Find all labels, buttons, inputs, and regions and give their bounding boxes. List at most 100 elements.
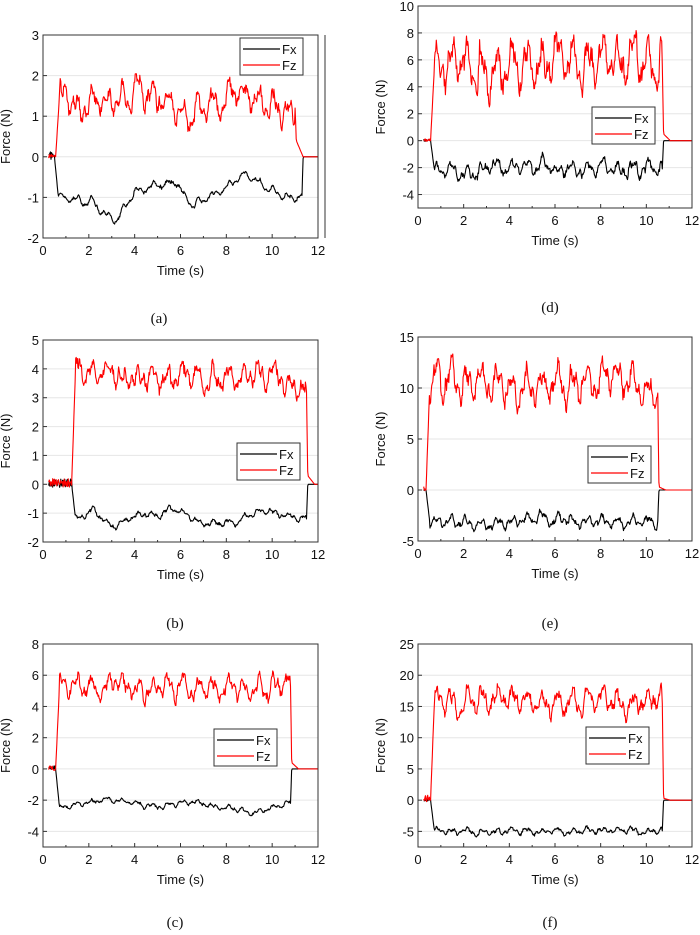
legend-label-fx: Fx: [279, 447, 294, 462]
y-tick-label: 5: [407, 432, 414, 447]
y-axis-title: Force (N): [0, 109, 13, 164]
y-tick-label: 0: [32, 477, 39, 492]
x-tick-label: 4: [506, 213, 513, 228]
y-tick-label: 3: [32, 28, 39, 43]
y-tick-label: 1: [32, 109, 39, 124]
x-tick-label: 10: [639, 546, 653, 561]
x-tick-label: 4: [131, 243, 138, 258]
x-tick-label: 0: [39, 852, 46, 867]
series-line-fx: [48, 478, 318, 531]
panel-caption: (b): [166, 616, 184, 632]
y-tick-label: -2: [27, 231, 39, 246]
y-tick-label: 0: [407, 483, 414, 498]
y-tick-label: 2: [407, 107, 414, 122]
x-tick-label: 0: [39, 243, 46, 258]
y-tick-label: 2: [32, 731, 39, 746]
x-axis-title: Time (s): [157, 872, 204, 887]
x-tick-label: 8: [597, 213, 604, 228]
y-tick-label: 2: [32, 69, 39, 84]
series-line-fz: [423, 353, 692, 491]
series-line-fz: [48, 73, 318, 159]
x-tick-label: 6: [551, 546, 558, 561]
y-tick-label: 0: [32, 762, 39, 777]
y-tick-label: -2: [402, 161, 414, 176]
y-tick-label: 6: [32, 668, 39, 683]
legend-label-fx: Fx: [282, 42, 297, 57]
x-tick-label: 12: [311, 852, 325, 867]
x-tick-label: 12: [685, 213, 699, 228]
y-tick-label: 4: [32, 362, 39, 377]
panel-caption: (d): [541, 300, 559, 316]
x-tick-label: 4: [131, 547, 138, 562]
x-axis-title: Time (s): [531, 233, 578, 248]
x-axis-title: Time (s): [157, 567, 204, 582]
panel-caption: (f): [543, 915, 558, 931]
legend-label-fz: Fz: [256, 749, 270, 764]
y-tick-label: 20: [400, 668, 414, 683]
x-tick-label: 6: [551, 852, 558, 867]
x-axis-title: Time (s): [157, 263, 204, 278]
series-line-fx: [48, 151, 318, 225]
y-axis-title: Force (N): [373, 718, 388, 773]
x-tick-label: 0: [414, 213, 421, 228]
y-tick-label: 5: [407, 762, 414, 777]
x-tick-label: 10: [639, 852, 653, 867]
legend-label-fx: Fx: [630, 450, 645, 465]
legend-box: [587, 445, 652, 484]
x-tick-label: 4: [506, 852, 513, 867]
plot-frame: [417, 643, 693, 848]
legend-label-fz: Fz: [630, 466, 644, 481]
x-tick-label: 8: [597, 852, 604, 867]
x-tick-label: 12: [311, 243, 325, 258]
series-line-fz: [423, 29, 692, 142]
y-tick-label: 4: [407, 80, 414, 95]
x-axis-title: Time (s): [531, 872, 578, 887]
series-line-fz: [48, 356, 318, 488]
y-tick-label: 0: [32, 150, 39, 165]
legend-label-fx: Fx: [634, 111, 649, 126]
x-tick-label: 10: [265, 243, 279, 258]
x-tick-label: 10: [265, 852, 279, 867]
x-tick-label: 12: [311, 547, 325, 562]
y-tick-label: -2: [27, 535, 39, 550]
y-tick-label: 4: [32, 699, 39, 714]
legend-box: [585, 726, 650, 765]
panel-caption: (c): [167, 915, 184, 931]
legend-label-fz: Fz: [634, 127, 648, 142]
series-line-fx: [48, 765, 318, 817]
legend-label-fz: Fz: [628, 747, 642, 762]
y-axis-title: Force (N): [373, 412, 388, 467]
y-tick-label: 15: [400, 330, 414, 345]
legend-box: [591, 106, 656, 145]
y-tick-label: -4: [27, 824, 39, 839]
panel-caption: (a): [151, 311, 168, 327]
legend-label-fz: Fz: [282, 58, 296, 73]
y-tick-label: 5: [32, 333, 39, 348]
y-axis-title: Force (N): [0, 414, 13, 469]
y-tick-label: 2: [32, 420, 39, 435]
x-tick-label: 10: [265, 547, 279, 562]
x-tick-label: 0: [39, 547, 46, 562]
x-tick-label: 8: [597, 546, 604, 561]
x-tick-label: 2: [85, 547, 92, 562]
series-line-fz: [423, 682, 692, 803]
y-tick-label: -1: [27, 506, 39, 521]
x-tick-label: 2: [460, 546, 467, 561]
y-tick-label: 3: [32, 391, 39, 406]
legend-label-fx: Fx: [256, 733, 271, 748]
y-tick-label: 8: [32, 637, 39, 652]
series-line-fz: [48, 670, 318, 771]
legend-label-fx: Fx: [628, 731, 643, 746]
y-tick-label: -1: [27, 190, 39, 205]
x-tick-label: 2: [460, 213, 467, 228]
y-tick-label: -4: [402, 188, 414, 203]
y-tick-label: -5: [402, 534, 414, 549]
